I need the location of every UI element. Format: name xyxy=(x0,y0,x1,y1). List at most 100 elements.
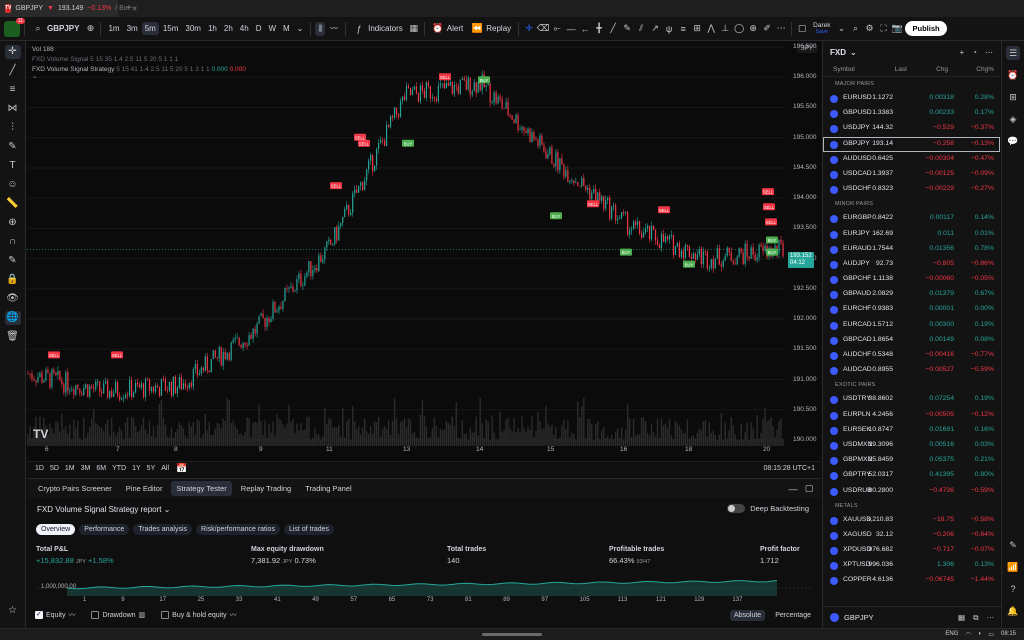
watchlist-group-header[interactable]: MAJOR PAIRS xyxy=(835,81,875,87)
eraser-icon[interactable]: ⌫ xyxy=(536,23,550,33)
more-options-icon[interactable]: ⋯ xyxy=(986,612,995,622)
watchlist-row[interactable]: GBPUSD 1.3383 0.00233 0.17% xyxy=(823,106,1000,121)
lock-icon[interactable]: 🔒 xyxy=(6,274,19,285)
templates-grid-icon[interactable]: ▦ xyxy=(409,23,419,33)
notifications-bell-icon[interactable]: 🔔 xyxy=(1007,606,1019,616)
interval-M[interactable]: M xyxy=(283,24,290,33)
percentage-option[interactable]: Percentage xyxy=(775,611,811,619)
replay-button[interactable]: ⏪ Replay xyxy=(468,21,514,37)
watchlist-group-header[interactable]: EXOTIC PAIRS xyxy=(835,382,876,389)
crosshair-tool-icon[interactable]: ✛ xyxy=(4,45,21,59)
copy-icon[interactable]: ⧉ xyxy=(973,612,979,622)
time-axis[interactable]: 6 7 8 9 11 13 14 15 16 18 20 xyxy=(27,446,821,456)
watchlist-row[interactable]: XAUUSD 3,210.83 −18.75 −0.58% xyxy=(823,513,1000,528)
watchlist-row[interactable]: EURJPY 162.69 0.011 0.01% xyxy=(823,227,1000,242)
settings-gear-icon[interactable]: ⚙ xyxy=(865,23,874,33)
emoji-tool-icon[interactable]: ☺ xyxy=(7,179,18,190)
watchlist-row[interactable]: EURUSD 1.1272 0.00318 0.28% xyxy=(823,91,1000,106)
interval-chevron-down-icon[interactable]: ⌄ xyxy=(296,24,304,33)
gann-icon[interactable]: ⊞ xyxy=(693,23,701,33)
price-axis[interactable]: 196.500 196.000 195.500 195.000 194.500 194.0… xyxy=(784,41,821,461)
footer-symbol[interactable]: GBPJPY xyxy=(844,613,874,622)
fullscreen-icon[interactable]: ⛶ xyxy=(880,23,887,33)
watchlist-row[interactable]: COPPER 4.6136 −0.06745 −1.44% xyxy=(823,573,1000,588)
arrow-left-icon[interactable]: ← xyxy=(580,23,590,34)
equity-curve-chart[interactable] xyxy=(27,574,821,606)
cross-line-icon[interactable]: ╋ xyxy=(596,23,602,33)
range-5d[interactable]: 5D xyxy=(49,465,59,472)
interval-W[interactable]: W xyxy=(268,24,277,33)
trend-line-icon[interactable]: ╱ xyxy=(610,23,616,33)
report-subtab[interactable]: Trades analysis xyxy=(133,524,193,535)
panel-tab[interactable]: Replay Trading xyxy=(240,484,292,493)
watchlist-row[interactable]: EURPLN 4.2456 −0.00505 −0.12% xyxy=(823,408,1000,423)
battery-icon[interactable]: ▭ xyxy=(988,632,994,638)
ray-icon[interactable]: ↗ xyxy=(651,23,659,33)
watchlist-row[interactable]: AUDJPY 92.73 −0.805 −0.86% xyxy=(823,257,1000,272)
watchlist-row[interactable]: EURGBP 0.8422 0.00117 0.14% xyxy=(823,211,1000,226)
currency-label[interactable]: JPY xyxy=(797,44,817,53)
interval-D[interactable]: D xyxy=(255,24,262,33)
range-all[interactable]: All xyxy=(161,465,170,472)
absolute-option[interactable]: Absolute xyxy=(729,609,766,621)
volume-icon[interactable]: ◖ xyxy=(977,631,982,637)
report-title[interactable]: FXD Volume Signal Strategy report ⌄ xyxy=(37,505,170,514)
watchlist-row[interactable]: AUDCAD 0.8955 −0.00527 −0.59% xyxy=(823,363,1000,378)
symbol-search-button[interactable]: ⌕ GBPJPY xyxy=(29,21,82,37)
range-1y[interactable]: 1Y xyxy=(132,465,141,472)
deep-backtesting-toggle[interactable]: Deep Backtesting xyxy=(727,504,809,513)
watchlist-row[interactable]: GBPMXN 25.8459 0.05375 0.21% xyxy=(823,453,1000,468)
fib-tool-icon[interactable]: ⫶ xyxy=(11,122,14,133)
layers-icon[interactable]: ◈ xyxy=(1009,114,1017,124)
watchlist-icon[interactable]: ☰ xyxy=(1006,46,1020,60)
pattern-icon[interactable]: ⋀ xyxy=(707,23,715,33)
watchlist-group-header[interactable]: METALS xyxy=(835,502,858,509)
watchlist-row[interactable]: XAGUSD 32.12 −0.206 −0.64% xyxy=(823,528,1000,543)
chevron-down-icon[interactable]: ⌄ xyxy=(850,47,857,57)
add-symbol-plus-icon[interactable]: + xyxy=(959,47,965,57)
browser-tab[interactable]: TV GBPJPY ▼ 193.149 −0.13% / Bo ✕ xyxy=(0,0,138,17)
zoom-tool-icon[interactable]: ⊕ xyxy=(8,217,17,228)
layout-square-icon[interactable]: ▢ xyxy=(797,23,807,33)
interval-1m[interactable]: 1m xyxy=(108,24,120,33)
more-tools-icon[interactable]: ⋯ xyxy=(776,23,786,33)
pattern-tool-icon[interactable]: ⋈ xyxy=(7,103,18,114)
col-chg[interactable]: Chg xyxy=(936,66,948,73)
trash-icon[interactable]: 🗑 xyxy=(6,331,19,342)
horizontal-ray-icon[interactable]: ⟜ xyxy=(553,23,561,33)
watchlist-chart-icon[interactable]: ◔ xyxy=(972,47,977,57)
circle-icon[interactable]: ◯ xyxy=(734,23,745,33)
panel-tab[interactable]: Pine Editor xyxy=(125,484,163,493)
crosshair-icon[interactable]: ✛ xyxy=(525,23,533,33)
line-chart-type-icon[interactable]: 〰 xyxy=(330,24,339,33)
favorites-star-icon[interactable]: ☆ xyxy=(8,605,17,616)
range-3m[interactable]: 3M xyxy=(80,465,91,472)
watchlist-row[interactable]: USDMXN 19.3096 0.00516 0.03% xyxy=(823,438,1000,453)
report-subtab[interactable]: List of trades xyxy=(283,524,335,535)
horizontal-line-icon[interactable]: — xyxy=(566,23,576,34)
help-icon[interactable]: ? xyxy=(1010,584,1016,594)
watchlist-row[interactable]: GBPAUD 2.0829 0.01379 0.67% xyxy=(823,287,1000,302)
grid-icon[interactable]: ▦ xyxy=(958,612,966,622)
report-subtab[interactable]: Risk/performance ratios xyxy=(196,524,280,535)
candles-chart-type-icon[interactable]: ⫼ xyxy=(315,21,326,36)
checkbox-unchecked[interactable] xyxy=(161,611,170,619)
user-layout-button[interactable]: Darek Save xyxy=(810,20,833,38)
trend-line-tool-icon[interactable]: ╱ xyxy=(9,65,16,76)
cursor-plus-icon[interactable]: ⊕ xyxy=(749,23,757,33)
object-tree-icon[interactable]: ⊞ xyxy=(1009,92,1017,102)
pitchfork-icon[interactable]: ψ xyxy=(665,23,673,34)
interval-1h[interactable]: 1h xyxy=(207,24,217,33)
camera-snapshot-icon[interactable]: 📷 xyxy=(891,23,904,33)
watchlist-row[interactable]: EURAUD 1.7544 0.01356 0.78% xyxy=(823,242,1000,257)
watchlist-row[interactable]: USDRUB 80.2800 −0.4736 −0.59% xyxy=(823,484,1000,499)
range-ytd[interactable]: YTD xyxy=(112,465,127,472)
checkbox-checked[interactable] xyxy=(35,610,43,619)
watchlist-row[interactable]: GBPCAD 1.8654 0.00149 0.08% xyxy=(823,333,1000,348)
date-range-calendar-icon[interactable]: 📅 xyxy=(176,463,188,473)
brush-alt-icon[interactable]: ✐ xyxy=(763,23,771,33)
watchlist-row[interactable]: XPTUSD 996.036 1.306 0.13% xyxy=(823,558,1000,573)
minimize-panel-icon[interactable]: — xyxy=(788,483,798,494)
watchlist-row[interactable]: GBPJPY 193.14 −0.258 −0.13% xyxy=(823,136,1000,152)
range-5y[interactable]: 5Y xyxy=(146,465,156,472)
